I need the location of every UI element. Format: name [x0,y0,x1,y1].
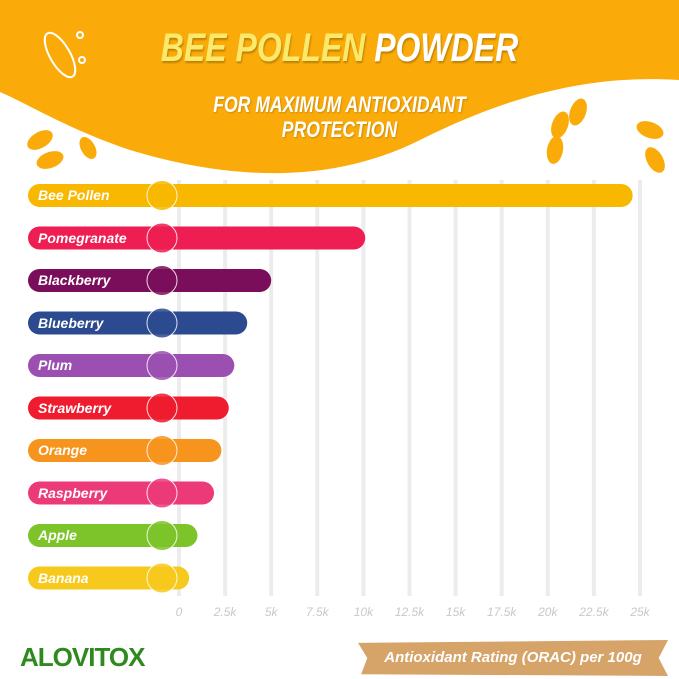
subtitle: FOR MAXIMUM ANTIOXIDANT PROTECTION [68,92,611,142]
category-label: Banana [38,569,89,586]
page-title: BEE POLLEN POWDER [68,26,611,71]
fruit-icon [146,180,178,211]
x-tick-label: 20k [537,605,558,619]
fruit-icon [146,307,178,339]
title-part2: POWDER [374,26,519,70]
brand-logo: ALOVITOX [20,642,145,672]
x-axis-label: Antioxidant Rating (ORAC) per 100g [358,640,668,676]
leaf-decoration-icon [27,98,665,173]
bar-strawberry [28,396,229,420]
x-tick-label: 25k [629,605,650,619]
fruit-icon [146,477,178,509]
x-tick-label: 17.5k [487,605,517,619]
x-tick-label: 5k [265,605,279,619]
x-tick-label: 10k [354,605,374,619]
category-label: Blackberry [38,272,111,288]
category-label: Raspberry [38,484,108,501]
fruit-icon [146,222,178,254]
category-label: Blueberry [38,314,104,331]
bar-blueberry [28,311,248,335]
bar-pomegranate [28,226,366,250]
subtitle-line2: PROTECTION [281,117,398,142]
title-part1: BEE POLLEN [160,26,366,70]
fruit-icon [146,435,178,466]
x-tick-label: 0 [176,605,183,619]
fruit-icon [146,562,178,594]
header-banner [0,0,679,174]
fruit-icon [146,265,178,296]
subtitle-line1: FOR MAXIMUM ANTIOXIDANT [213,92,466,117]
fruit-icon [146,350,178,381]
category-label: Plum [38,357,73,373]
bar-bee-pollen [28,184,633,207]
x-tick-label: 15k [446,605,466,619]
x-tick-label: 7.5k [306,605,330,619]
category-label: Apple [38,527,77,543]
category-label: Orange [38,442,88,458]
bee-icon [43,31,86,79]
x-tick-label: 22.5k [578,605,609,619]
fruit-icon [146,520,178,551]
bar-plum [28,354,235,377]
x-tick-label: 2.5k [213,605,238,619]
category-label: Pomegranate [38,229,127,246]
category-label: Strawberry [38,399,112,416]
fruit-icon [146,392,178,424]
category-label: Bee Pollen [38,187,110,203]
x-tick-label: 12.5k [395,605,425,619]
